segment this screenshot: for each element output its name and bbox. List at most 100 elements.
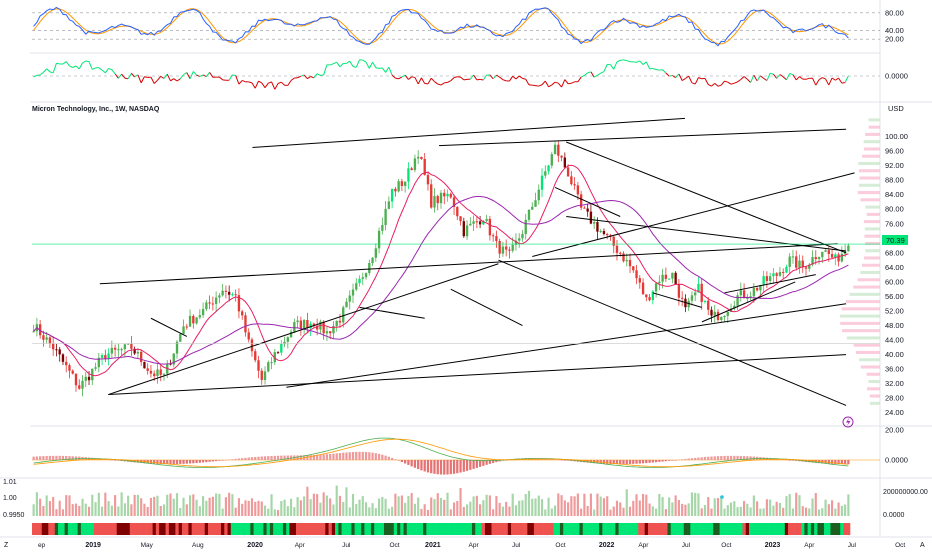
volume-bar: [297, 497, 299, 516]
trend-strip-cell: [628, 523, 632, 535]
time-tick-label: Apr: [469, 542, 480, 549]
volume-bar: [515, 505, 517, 516]
trend-strip-cell: [52, 523, 56, 535]
macd-histogram-bar: [358, 452, 360, 460]
volume-bar: [486, 495, 488, 516]
volume-bar: [238, 498, 240, 516]
candle: [150, 371, 152, 374]
trend-strip-cell: [397, 523, 401, 535]
trend-strip-cell: [710, 523, 714, 535]
volume-bar: [209, 498, 211, 516]
candle: [235, 294, 237, 295]
volume-bar: [671, 502, 673, 516]
volume-bar: [557, 493, 559, 516]
candle: [629, 260, 631, 266]
volume-bar: [606, 496, 608, 516]
volume-bar: [655, 509, 657, 516]
trend-strip-cell: [94, 523, 98, 535]
candle: [55, 349, 57, 350]
trend-strip-cell: [407, 523, 411, 535]
candle: [779, 272, 781, 276]
trend-strip-cell: [651, 523, 655, 535]
volume-bar: [257, 501, 259, 516]
macd-histogram-bar: [394, 459, 396, 460]
volume-bar: [303, 496, 305, 516]
volume-bar: [815, 493, 817, 516]
volume-profile-bar: [864, 220, 880, 223]
osc-segment: [568, 83, 571, 84]
candle: [199, 315, 201, 317]
trend-strip-cell: [589, 523, 593, 535]
candle: [349, 296, 351, 302]
candle: [573, 184, 575, 185]
trend-strip-cell: [769, 523, 773, 535]
trend-strip-cell: [74, 523, 78, 535]
candle: [189, 316, 191, 327]
trend-strip-cell: [381, 523, 385, 535]
trend-strip-cell: [667, 523, 671, 535]
price-tick-label: 52.00: [885, 306, 904, 315]
macd-histogram-bar: [336, 453, 338, 460]
volume-profile-bar: [842, 307, 880, 310]
trend-strip-cell: [319, 523, 323, 535]
osc-segment: [395, 78, 398, 79]
volume-bar: [134, 495, 136, 516]
volume-bar: [49, 501, 51, 516]
macd-histogram-bar: [632, 460, 634, 464]
volume-profile-bar: [849, 293, 880, 296]
trend-strip-cell: [501, 523, 505, 535]
volume-profile-bar: [870, 395, 880, 398]
trend-strip-cell: [159, 523, 163, 535]
volume-bar: [163, 504, 165, 516]
trend-strip-cell: [153, 523, 157, 535]
time-tick-label: May: [141, 542, 154, 549]
trend-strip-cell: [733, 523, 737, 535]
volume-bar: [215, 494, 217, 516]
volume-bar: [714, 498, 716, 516]
volume-profile-bar: [865, 133, 880, 136]
volume-bar: [466, 504, 468, 516]
macd-histogram-bar: [182, 460, 184, 464]
corner-label-right[interactable]: A: [920, 542, 925, 549]
trend-strip-cell: [78, 523, 82, 535]
trend-strip-cell: [45, 523, 49, 535]
trend-strip-cell: [182, 523, 186, 535]
volume-bar: [847, 494, 849, 516]
macd-histogram-bar: [404, 460, 406, 463]
macd-histogram-bar: [727, 456, 729, 460]
macd-histogram-bar: [375, 453, 377, 460]
trend-strip-cell: [599, 523, 603, 535]
candle: [362, 277, 364, 279]
price-tick-label: 84.00: [885, 190, 904, 199]
volume-bar: [821, 508, 823, 516]
macd-histogram-bar: [720, 456, 722, 460]
macd-histogram-bar: [414, 460, 416, 468]
trend-strip-cell: [749, 523, 753, 535]
trend-strip-cell: [801, 523, 805, 535]
volume-profile-bar: [859, 169, 880, 172]
volume-bar: [632, 501, 634, 516]
trend-strip-cell: [218, 523, 222, 535]
volume-bar: [759, 509, 761, 516]
volume-profile-bar: [865, 249, 880, 252]
corner-label-left[interactable]: Z: [4, 542, 9, 549]
volume-bar: [675, 495, 677, 516]
macd-histogram-bar: [319, 455, 321, 460]
candle: [427, 175, 429, 184]
candle: [378, 231, 380, 248]
trend-strip-cell: [469, 523, 473, 535]
trend-strip-cell: [729, 523, 733, 535]
macd-histogram-bar: [453, 460, 455, 474]
macd-histogram-bar: [675, 460, 677, 461]
volume-bar: [763, 508, 765, 516]
volume-bar: [678, 500, 680, 516]
time-tick-label: Apr: [804, 542, 815, 549]
volume-bar: [427, 510, 429, 516]
price-tick-label: 32.00: [885, 379, 904, 388]
trend-strip-cell: [244, 523, 248, 535]
macd-histogram-bar: [789, 460, 791, 461]
macd-histogram-bar: [365, 452, 367, 460]
macd-histogram-bar: [179, 460, 181, 464]
volume-bar: [153, 497, 155, 516]
